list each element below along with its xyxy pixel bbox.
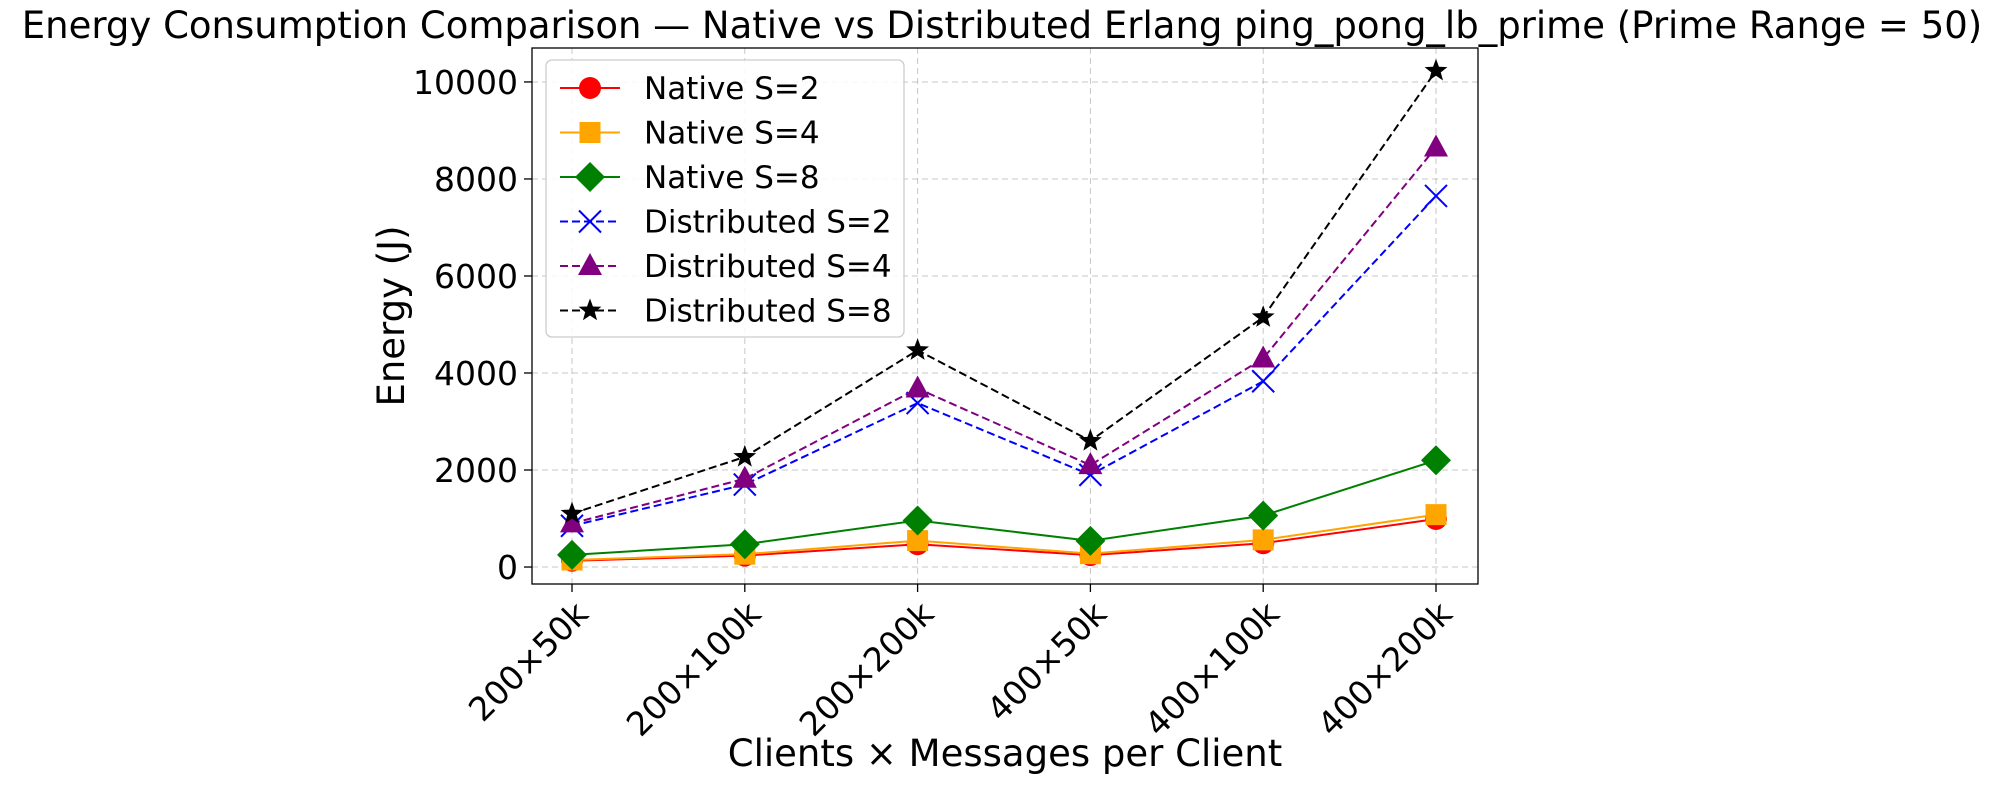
- x-tick-label: 400×100k: [1137, 593, 1287, 743]
- legend-label: Distributed S=8: [644, 294, 892, 330]
- data-point: [560, 510, 584, 533]
- legend-entry: Native S=2: [560, 71, 820, 107]
- data-point: [733, 444, 757, 467]
- data-point: [906, 338, 930, 360]
- data-point: [1424, 184, 1448, 208]
- data-point: [1078, 428, 1102, 451]
- data-point: [1251, 345, 1276, 368]
- data-point: [1425, 504, 1447, 526]
- x-axis-ticks: 200×50k 200×100k 200×200k 400×50k 400×100k 40…: [461, 584, 1460, 744]
- y-tick-label: 10000: [413, 63, 518, 102]
- series-distributed-s-8: [560, 58, 1448, 524]
- legend-marker: [579, 122, 601, 143]
- data-point: [732, 465, 757, 488]
- x-tick-label: 200×50k: [461, 593, 597, 729]
- data-point: [1421, 445, 1451, 476]
- data-point: [557, 539, 587, 570]
- legend-entry: Distributed S=4: [560, 249, 892, 285]
- legend: Native S=2 Native S=4 Native S=8 Distribute…: [545, 59, 905, 338]
- y-tick-label: 6000: [434, 257, 518, 296]
- series-line: [571, 459, 1437, 556]
- legend-marker: [578, 253, 602, 275]
- legend-frame: [545, 59, 905, 338]
- data-point: [1251, 305, 1275, 327]
- legend-entry: Distributed S=8: [560, 294, 892, 330]
- data-point: [1248, 500, 1279, 531]
- data-point: [560, 501, 584, 524]
- y-tick-label: 8000: [434, 160, 518, 199]
- legend-marker: [579, 77, 601, 99]
- legend-marker: [575, 162, 605, 192]
- x-tick-label: 400×50k: [979, 593, 1115, 729]
- y-axis-label: Energy (J): [370, 225, 413, 406]
- legend-label: Distributed S=4: [644, 249, 892, 285]
- data-point: [729, 529, 760, 560]
- legend-label: Native S=2: [644, 71, 820, 107]
- chart-title: Energy Consumption Comparison — Native v…: [22, 4, 1982, 47]
- data-point: [1424, 134, 1448, 157]
- y-tick-label: 0: [497, 548, 518, 587]
- legend-marker: [578, 209, 602, 234]
- series-line: [571, 70, 1437, 515]
- data-point: [1252, 529, 1274, 551]
- series-native-s-2: [561, 508, 1447, 572]
- x-tick-label: 200×200k: [792, 593, 942, 743]
- y-axis-ticks: 0 2000 4000 6000 8000 10000: [413, 63, 532, 587]
- legend-label: Distributed S=2: [644, 205, 892, 241]
- series-native-s-4: [561, 504, 1447, 571]
- y-tick-label: 4000: [434, 354, 518, 393]
- series-line: [571, 146, 1437, 525]
- legend-label: Native S=8: [644, 160, 820, 196]
- grid-layer: [532, 48, 1478, 584]
- series-line: [571, 195, 1437, 527]
- data-point: [1424, 58, 1448, 81]
- data-point: [1251, 369, 1275, 393]
- series-line: [571, 513, 1437, 561]
- legend-marker: [578, 298, 602, 321]
- x-tick-label: 400×200k: [1310, 593, 1460, 743]
- legend-label: Native S=4: [644, 116, 820, 152]
- data-point: [1075, 525, 1106, 556]
- x-axis-label: Clients × Messages per Client: [728, 732, 1282, 775]
- y-tick-label: 2000: [434, 451, 518, 490]
- data-point: [1078, 452, 1103, 475]
- series-distributed-s-4: [560, 134, 1448, 533]
- series-native-s-8: [557, 445, 1451, 570]
- data-point: [905, 375, 930, 398]
- data-point: [902, 505, 933, 536]
- plot-area-frame: [531, 47, 1479, 585]
- legend-entry: Native S=8: [560, 160, 820, 196]
- x-tick-label: 200×100k: [619, 593, 769, 743]
- legend-entry: Native S=4: [560, 116, 820, 152]
- legend-entry: Distributed S=2: [560, 205, 892, 241]
- data-point: [907, 530, 929, 552]
- series-layer: [557, 58, 1451, 572]
- series-line: [571, 518, 1437, 562]
